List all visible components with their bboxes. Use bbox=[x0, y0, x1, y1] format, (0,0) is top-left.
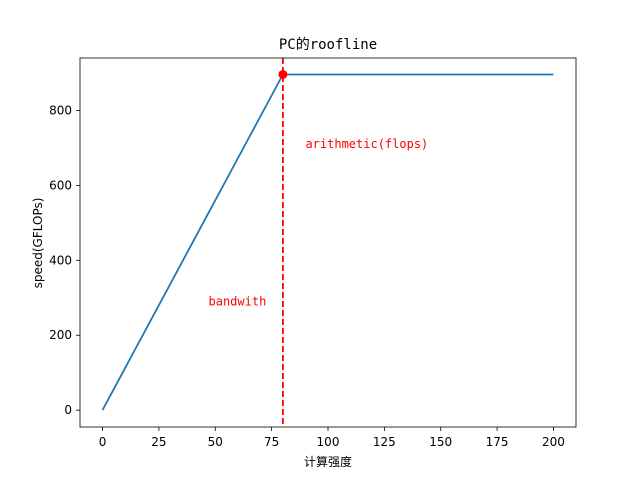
x-tick-label-150: 150 bbox=[429, 435, 452, 449]
chart-title: PC的roofline bbox=[279, 37, 377, 53]
x-tick-label-0: 0 bbox=[99, 435, 107, 449]
annotation-0: arithmetic(flops) bbox=[305, 137, 428, 151]
y-tick-label-0: 0 bbox=[64, 403, 72, 417]
y-tick-label-600: 600 bbox=[49, 178, 72, 192]
x-tick-label-75: 75 bbox=[264, 435, 279, 449]
x-tick-label-25: 25 bbox=[151, 435, 166, 449]
x-tick-label-200: 200 bbox=[542, 435, 565, 449]
y-tick-label-800: 800 bbox=[49, 103, 72, 117]
annotation-1: bandwith bbox=[209, 295, 267, 309]
y-tick-label-200: 200 bbox=[49, 328, 72, 342]
x-tick-label-125: 125 bbox=[373, 435, 396, 449]
x-tick-label-100: 100 bbox=[317, 435, 340, 449]
y-axis-label: speed(GFLOPs) bbox=[31, 198, 45, 289]
x-axis-label: 计算强度 bbox=[304, 454, 352, 469]
plot-area: arithmetic(flops) bandwith bbox=[101, 58, 554, 427]
y-tick-label-400: 400 bbox=[49, 253, 72, 267]
x-tick-label-175: 175 bbox=[486, 435, 509, 449]
ridge-point-marker bbox=[278, 69, 288, 79]
axes: 0 25 50 75 100 125 150 175 200 0 200 400 600 800 bbox=[49, 57, 577, 449]
x-tick-label-50: 50 bbox=[208, 435, 223, 449]
